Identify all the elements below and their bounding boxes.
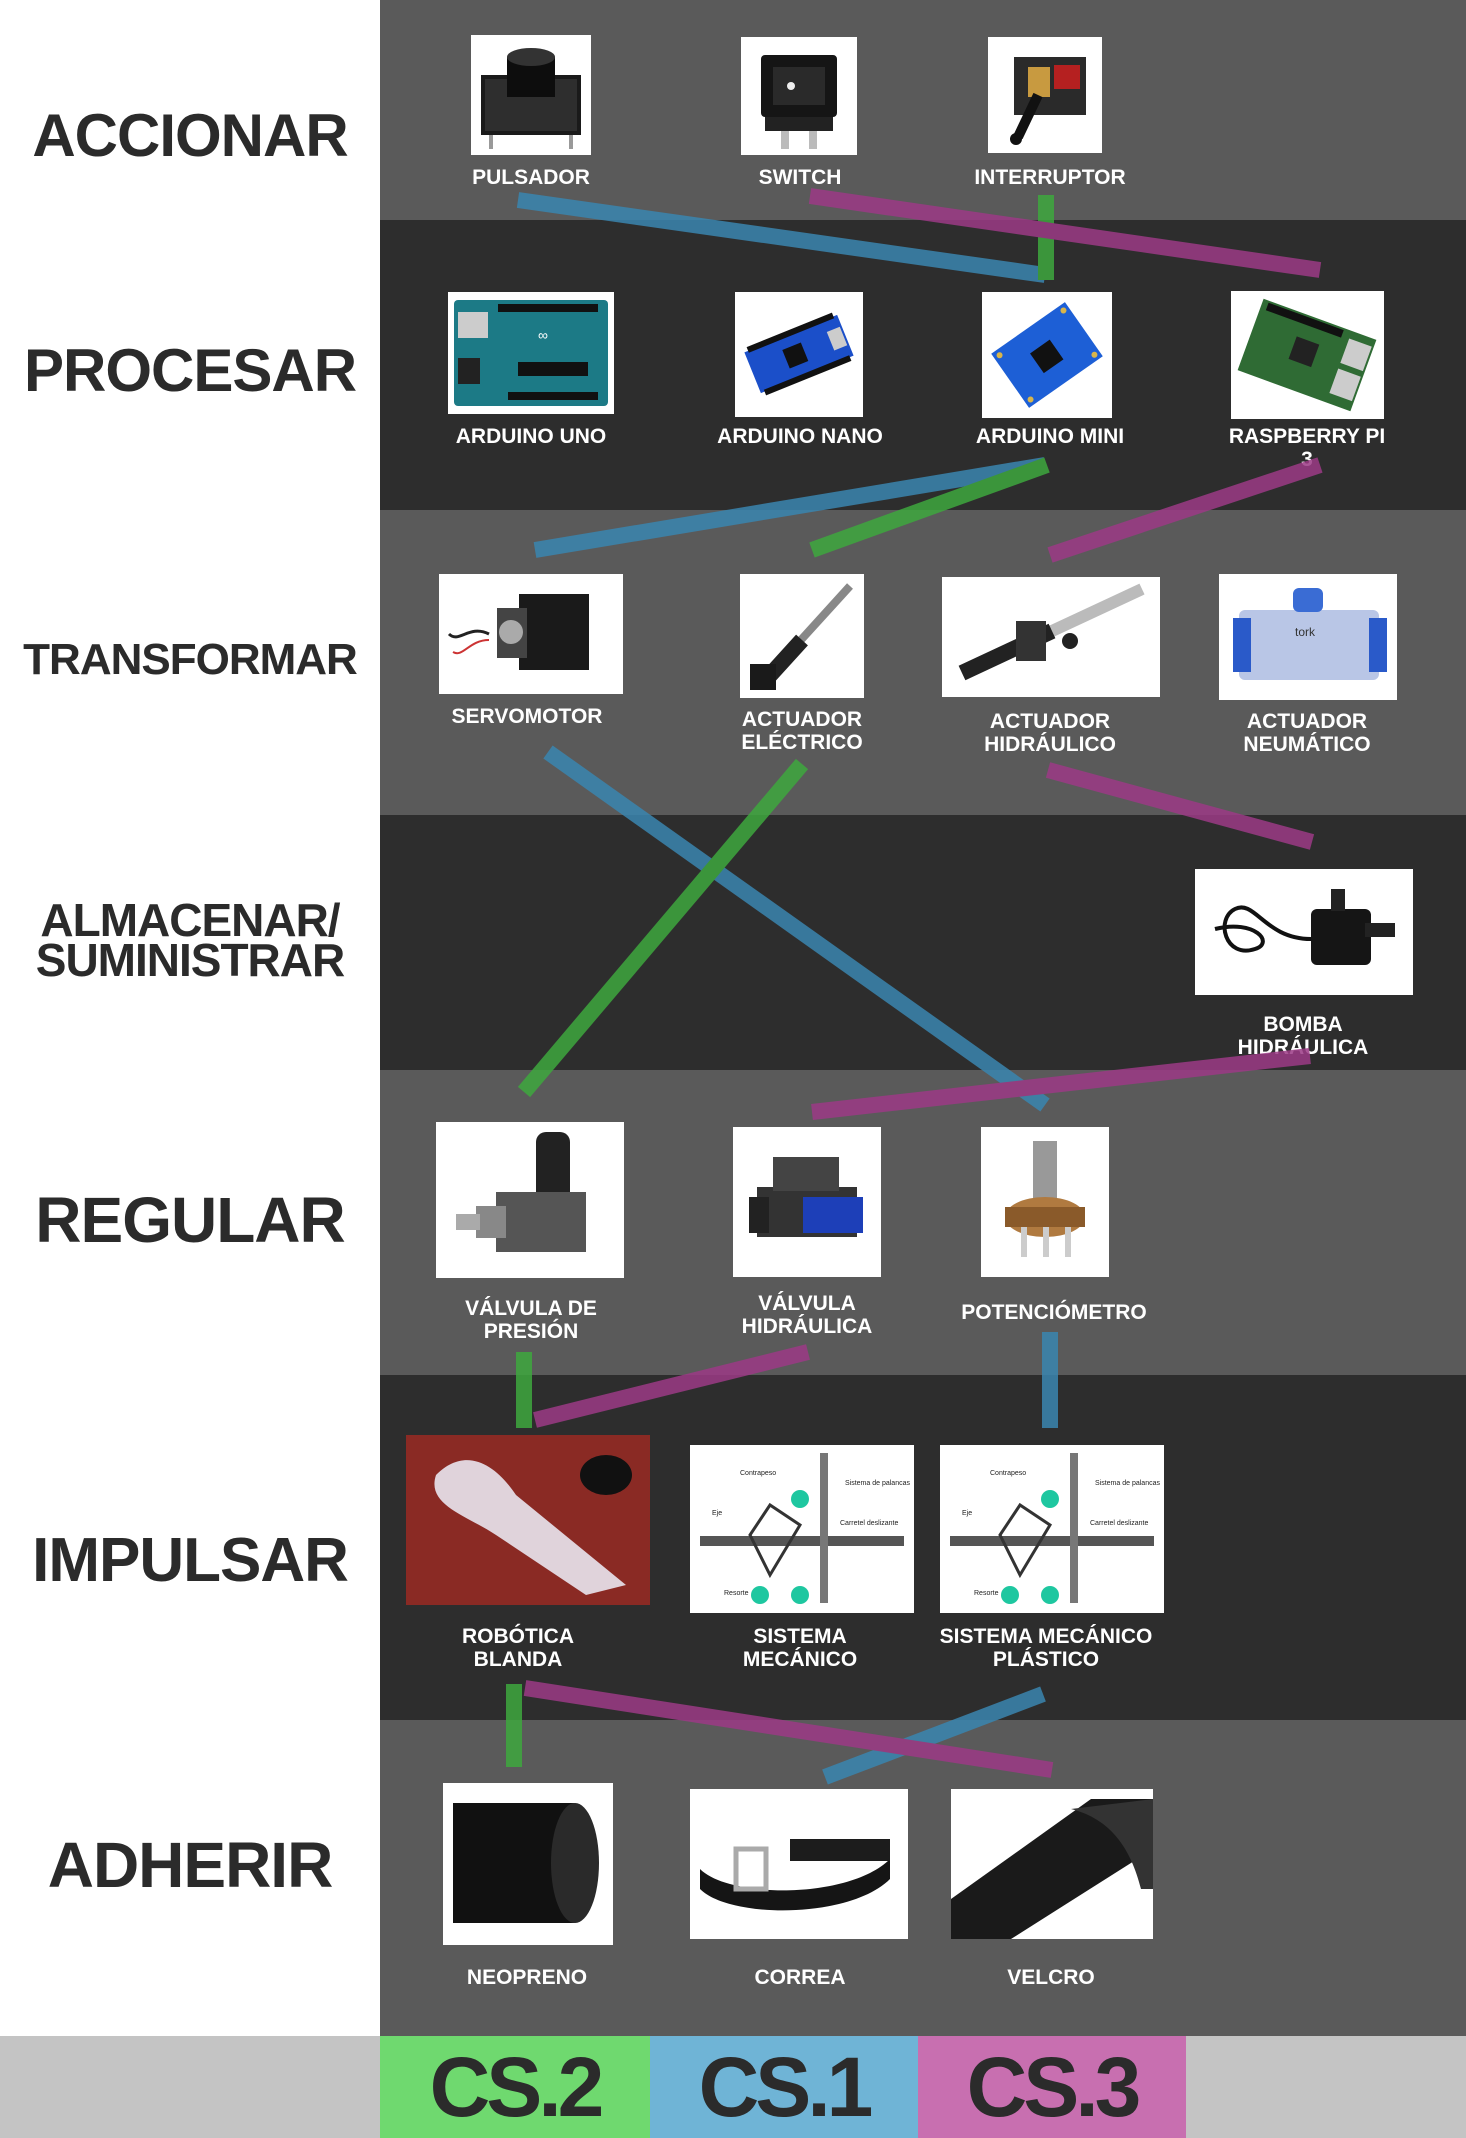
row-label-almacenar: ALMACENAR/ SUMINISTRAR xyxy=(35,894,345,986)
arduino-nano-label: ARDUINO NANO xyxy=(717,425,883,448)
row-label-accionar: ACCIONAR xyxy=(32,101,348,169)
neopreno-label: NEOPRENO xyxy=(466,1966,588,1989)
sistema-mecanico-plastico-text-eje: Eje xyxy=(962,1510,972,1517)
legend-filler-left xyxy=(0,2036,380,2138)
servomotor-label: SERVOMOTOR xyxy=(451,705,603,728)
valvula-hidraulica-image xyxy=(733,1127,881,1277)
robotica-blanda-label: ROBÓTICA BLANDA xyxy=(462,1625,574,1671)
arduino-uno-image: ∞ xyxy=(448,292,614,414)
velcro-image xyxy=(951,1789,1153,1939)
row-label-impulsar: IMPULSAR xyxy=(32,1525,349,1595)
sistema-mecanico-text-palancas: Sistema de palancas xyxy=(845,1480,910,1487)
sistema-mecanico-plastico-text-palancas: Sistema de palancas xyxy=(1095,1480,1160,1487)
correa-image xyxy=(690,1789,908,1939)
sistema-mecanico-text-carretel: Carretel deslizante xyxy=(840,1520,898,1527)
potenciometro-image xyxy=(981,1127,1109,1277)
sistema-mecanico-plastico-image: Contrapeso Sistema de palancas Eje Carretel… xyxy=(940,1445,1164,1613)
svg-text:tork: tork xyxy=(1295,625,1316,639)
arduino-nano-image xyxy=(735,292,863,417)
correa-label: CORREA xyxy=(754,1966,846,1989)
pulsador-label: PULSADOR xyxy=(472,166,590,189)
legend-filler-right xyxy=(1186,2036,1466,2138)
interruptor-label: INTERRUPTOR xyxy=(974,166,1126,189)
row-label-procesar: PROCESAR xyxy=(23,336,357,404)
sistema-mecanico-plastico-text-carretel: Carretel deslizante xyxy=(1090,1520,1148,1527)
raspberry-image xyxy=(1231,291,1384,419)
bomba-image xyxy=(1195,869,1413,995)
row-label-adherir: ADHERIR xyxy=(47,1829,334,1901)
actuador-electrico-label: ACTUADOR ELÉCTRICO xyxy=(741,708,863,754)
switch-image xyxy=(741,37,857,155)
actuador-electrico-image xyxy=(740,574,864,698)
arduino-mini-image xyxy=(982,292,1112,418)
svg-text:∞: ∞ xyxy=(538,327,548,343)
bomba-label: BOMBA HIDRÁULICA xyxy=(1237,1013,1369,1059)
valvula-presion-image xyxy=(436,1122,624,1278)
actuador-neumatico-label: ACTUADOR NEUMÁTICO xyxy=(1243,710,1371,756)
sistema-mecanico-image: Contrapeso Sistema de palancas Eje Carretel… xyxy=(690,1445,914,1613)
neopreno-image xyxy=(443,1783,613,1945)
velcro-label: VELCRO xyxy=(1007,1966,1095,1989)
legend-cs1: CS.1 xyxy=(650,2036,918,2138)
valvula-hidraulica-label: VÁLVULA HIDRÁULICA xyxy=(741,1292,873,1338)
arduino-mini-label: ARDUINO MINI xyxy=(975,425,1125,448)
arduino-uno-label: ARDUINO UNO xyxy=(455,425,607,448)
potenciometro-label: POTENCIÓMETRO xyxy=(961,1301,1147,1324)
sistema-mecanico-plastico-label: SISTEMA MECÁNICO PLÁSTICO xyxy=(939,1625,1153,1671)
sistema-mecanico-label: SISTEMA MECÁNICO xyxy=(742,1625,858,1671)
servomotor-image xyxy=(439,574,623,694)
actuador-neumatico-image: tork xyxy=(1219,574,1397,700)
sistema-mecanico-plastico-text-resorte: Resorte xyxy=(974,1590,999,1597)
sistema-mecanico-text-contrapeso: Contrapeso xyxy=(740,1470,776,1477)
actuador-hidraulico-label: ACTUADOR HIDRÁULICO xyxy=(984,710,1116,756)
actuador-hidraulico-image xyxy=(942,577,1160,697)
row-label-regular: REGULAR xyxy=(35,1184,345,1256)
switch-label: SWITCH xyxy=(758,166,842,189)
legend-cs3: CS.3 xyxy=(918,2036,1186,2138)
robotica-blanda-image xyxy=(406,1435,650,1605)
pulsador-image xyxy=(471,35,591,155)
sistema-mecanico-text-eje: Eje xyxy=(712,1510,722,1517)
row-label-transformar: TRANSFORMAR xyxy=(23,635,358,684)
interruptor-image xyxy=(988,37,1102,153)
valvula-presion-label: VÁLVULA DE PRESIÓN xyxy=(465,1297,597,1343)
raspberry-label: RASPBERRY PI 3 xyxy=(1228,425,1386,471)
legend-cs2: CS.2 xyxy=(380,2036,650,2138)
sistema-mecanico-text-resorte: Resorte xyxy=(724,1590,749,1597)
sistema-mecanico-plastico-text-contrapeso: Contrapeso xyxy=(990,1470,1026,1477)
